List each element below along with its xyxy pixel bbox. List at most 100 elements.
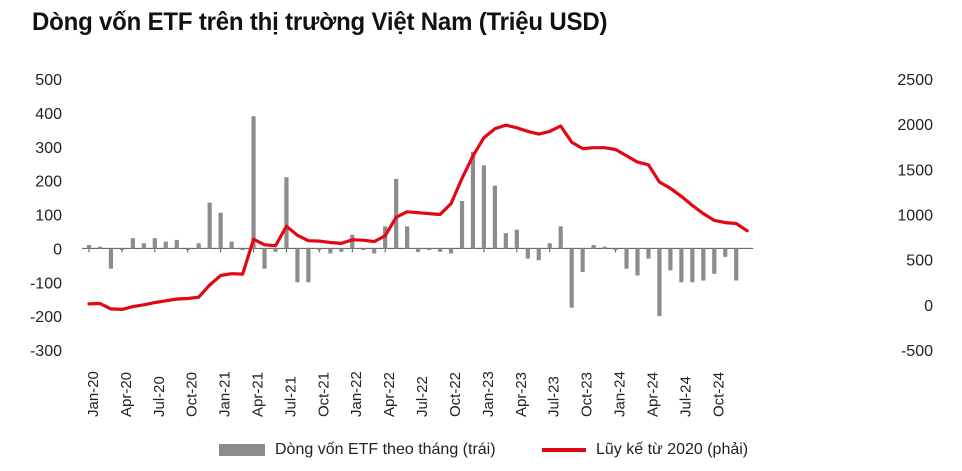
y-left-tick-label: 400 xyxy=(35,106,62,123)
y-right-tick-label: 2500 xyxy=(897,72,933,89)
bar-mark xyxy=(492,185,497,249)
y-left-tick-label: 100 xyxy=(35,208,62,225)
bar-mark xyxy=(240,248,245,251)
x-tick-label: Jan-23 xyxy=(480,371,497,417)
cumulative-line xyxy=(87,123,749,311)
bar-mark xyxy=(339,248,344,252)
y-left-tick-label: -300 xyxy=(30,343,62,360)
legend-item-line: Lũy kế từ 2020 (phải) xyxy=(542,438,748,462)
y-left-tick-label: -100 xyxy=(30,275,62,292)
bar-mark xyxy=(481,165,487,249)
bar-mark xyxy=(668,248,673,271)
x-tick-label: Apr-22 xyxy=(381,372,398,417)
bar-mark xyxy=(437,248,443,252)
bar-mark xyxy=(163,241,168,249)
bar-mark xyxy=(284,177,289,249)
bar-mark xyxy=(273,248,278,252)
bar-mark xyxy=(207,202,212,249)
bar-mark xyxy=(119,248,125,251)
bar-mark xyxy=(372,248,377,254)
x-tick-label: Apr-20 xyxy=(118,372,135,417)
bar-mark xyxy=(734,248,739,281)
bar-mark xyxy=(108,248,114,269)
bar-mark xyxy=(470,151,476,249)
bar-mark xyxy=(712,248,717,274)
y-right-tick-label: 1500 xyxy=(897,162,933,179)
bar-mark xyxy=(394,178,399,249)
bar-mark xyxy=(416,248,421,252)
bar-mark xyxy=(306,248,311,283)
bar-mark xyxy=(514,229,519,249)
legend-bar-swatch xyxy=(219,444,265,456)
bar-mark xyxy=(426,248,432,251)
bar-mark xyxy=(448,248,454,254)
x-tick-label: Apr-23 xyxy=(513,372,530,417)
bar-mark xyxy=(141,243,146,249)
y-right-tick-label: 0 xyxy=(924,298,933,315)
bar-mark xyxy=(679,248,684,283)
bar-mark xyxy=(350,234,355,249)
bar-mark xyxy=(503,233,508,249)
x-tick-label: Jul-20 xyxy=(151,376,168,417)
x-tick-label: Apr-21 xyxy=(250,372,267,417)
x-tick-label: Jan-22 xyxy=(348,371,365,417)
x-tick-label: Oct-23 xyxy=(579,372,596,417)
x-tick-label: Oct-22 xyxy=(447,372,464,417)
bar-mark xyxy=(536,248,541,261)
x-tick-label: Oct-20 xyxy=(184,372,201,417)
y-right-tick-label: 2000 xyxy=(897,117,933,134)
bar-mark xyxy=(701,248,706,281)
bar-mark xyxy=(459,200,465,249)
y-right-tick-label: 1000 xyxy=(897,208,933,225)
bar-mark xyxy=(646,248,651,259)
bar-mark xyxy=(723,248,728,257)
x-tick-label: Jan-24 xyxy=(612,371,629,417)
x-tick-label: Apr-24 xyxy=(644,372,661,417)
bar-mark xyxy=(624,248,629,269)
bar-mark xyxy=(569,248,574,308)
bar-mark xyxy=(613,248,618,251)
legend-item-bars: Dòng vốn ETF theo tháng (trái) xyxy=(219,438,496,462)
bar-mark xyxy=(591,244,596,249)
x-tick-label: Jul-24 xyxy=(677,376,694,417)
y-left-tick-label: 0 xyxy=(53,241,62,258)
x-tick-label: Jan-21 xyxy=(217,371,234,417)
bar-mark xyxy=(657,248,662,317)
bar-mark xyxy=(405,226,410,249)
bar-mark xyxy=(130,238,135,249)
y-right-tick-label: -500 xyxy=(901,343,933,360)
legend: Dòng vốn ETF theo tháng (trái) Lũy kế từ… xyxy=(0,438,962,466)
bar-mark xyxy=(174,239,179,249)
bar-mark xyxy=(229,241,234,249)
chart-title: Dòng vốn ETF trên thị trường Việt Nam (T… xyxy=(32,8,608,36)
bar-mark xyxy=(602,246,607,249)
legend-line-label: Lũy kế từ 2020 (phải) xyxy=(596,441,749,458)
legend-bar-label: Dòng vốn ETF theo tháng (trái) xyxy=(275,441,496,458)
chart-canvas: 5004003002001000-100-200-300250020001500… xyxy=(30,72,933,417)
bar-mark xyxy=(86,244,92,249)
bar-mark xyxy=(690,248,695,283)
legend-line-swatch xyxy=(542,448,586,452)
bar-mark xyxy=(525,248,530,259)
x-tick-label: Jul-23 xyxy=(546,376,563,417)
bar-mark xyxy=(218,212,223,249)
x-tick-label: Jul-22 xyxy=(414,376,431,417)
bar-mark xyxy=(328,248,333,254)
bar-mark xyxy=(547,243,552,249)
x-tick-label: Jan-20 xyxy=(85,371,102,417)
bar-mark xyxy=(185,248,190,251)
bar-mark xyxy=(251,116,256,249)
bar-mark xyxy=(196,243,201,249)
bar-mark xyxy=(262,248,267,269)
bar-mark xyxy=(317,248,322,251)
bar-mark xyxy=(580,248,585,273)
y-left-tick-label: 500 xyxy=(35,72,62,89)
bar-mark xyxy=(361,248,366,251)
bar-mark xyxy=(635,248,640,276)
bar-mark xyxy=(97,246,103,249)
y-left-tick-label: 300 xyxy=(35,140,62,157)
bar-mark xyxy=(558,226,563,249)
bar-mark xyxy=(152,238,157,249)
y-left-tick-label: 200 xyxy=(35,174,62,191)
bar-mark xyxy=(295,248,300,283)
